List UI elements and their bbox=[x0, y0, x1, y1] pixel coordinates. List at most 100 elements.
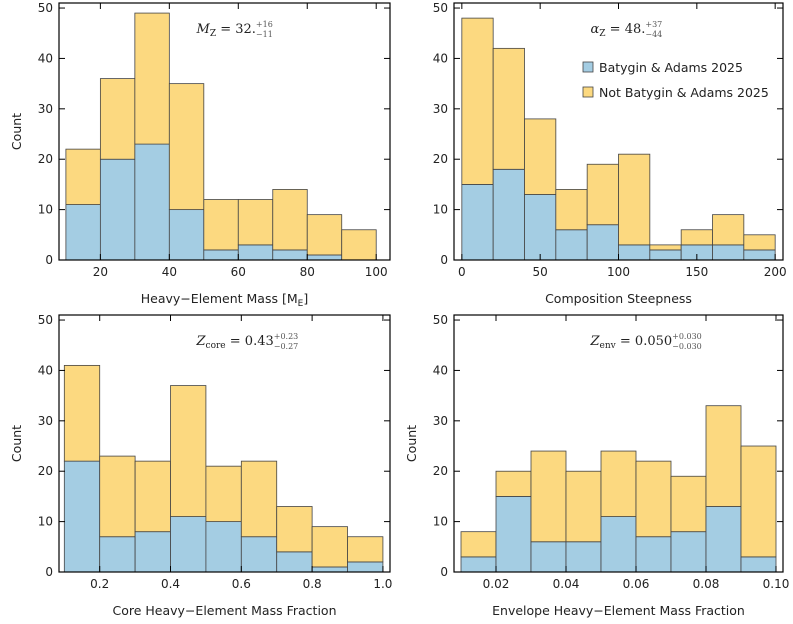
bar-not-batygin-adams bbox=[311, 526, 348, 568]
bar-not-batygin-adams bbox=[712, 214, 745, 246]
y-tick-label: 30 bbox=[433, 102, 448, 116]
legend-swatch-not-batygin-adams bbox=[582, 86, 594, 98]
x-tick-label: 0.06 bbox=[623, 577, 650, 591]
y-tick-label: 50 bbox=[433, 313, 448, 327]
plot-frame bbox=[58, 2, 391, 261]
bar-not-batygin-adams bbox=[65, 148, 101, 205]
bar-batygin-adams bbox=[203, 249, 239, 261]
y-tick-label: 40 bbox=[38, 51, 53, 65]
bar-not-batygin-adams bbox=[170, 385, 207, 517]
bar-not-batygin-adams bbox=[237, 199, 274, 246]
bar-not-batygin-adams bbox=[168, 83, 205, 211]
x-tick-label: 0.02 bbox=[483, 577, 510, 591]
bar-batygin-adams bbox=[524, 194, 557, 261]
bar-batygin-adams bbox=[649, 249, 682, 261]
y-tick-label: 30 bbox=[38, 414, 53, 428]
bar-not-batygin-adams bbox=[461, 17, 494, 185]
y-axis-title: Count bbox=[9, 113, 24, 150]
plot-frame bbox=[58, 314, 391, 573]
y-tick-label: 20 bbox=[38, 464, 53, 478]
bar-not-batygin-adams bbox=[205, 465, 242, 523]
bar-batygin-adams bbox=[460, 556, 497, 573]
bar-not-batygin-adams bbox=[586, 163, 619, 226]
bar-not-batygin-adams bbox=[743, 234, 776, 251]
legend-swatch-batygin-adams bbox=[582, 61, 594, 73]
bar-batygin-adams bbox=[712, 244, 745, 261]
y-tick-label: 10 bbox=[38, 203, 53, 217]
y-tick-label: 10 bbox=[433, 515, 448, 529]
y-tick-label: 20 bbox=[433, 152, 448, 166]
bar-batygin-adams bbox=[555, 229, 588, 261]
bar-batygin-adams bbox=[600, 516, 637, 573]
bar-batygin-adams bbox=[565, 541, 602, 573]
y-tick-label: 20 bbox=[433, 464, 448, 478]
x-tick-label: 0.10 bbox=[763, 577, 790, 591]
bar-not-batygin-adams bbox=[134, 12, 170, 145]
bar-batygin-adams bbox=[276, 551, 313, 573]
bar-not-batygin-adams bbox=[600, 450, 637, 517]
estimate-annotation: Zenv = 0.050+0.030 −0.030 bbox=[590, 332, 702, 351]
x-tick-label: 150 bbox=[685, 265, 708, 279]
bar-not-batygin-adams bbox=[203, 199, 239, 251]
panel-2: 0 50 100 150 200 0 10 20 30 40 50 Composition Steep… bbox=[433, 1, 787, 306]
x-tick-label: 1.0 bbox=[373, 577, 392, 591]
bar-batygin-adams bbox=[635, 536, 672, 573]
x-tick-label: 200 bbox=[764, 265, 787, 279]
bar-not-batygin-adams bbox=[705, 405, 742, 507]
x-tick-label: 100 bbox=[365, 265, 388, 279]
y-tick-label: 40 bbox=[433, 363, 448, 377]
bar-batygin-adams bbox=[99, 536, 136, 573]
y-tick-label: 50 bbox=[38, 313, 53, 327]
bar-not-batygin-adams bbox=[492, 47, 525, 170]
bar-batygin-adams bbox=[168, 209, 205, 261]
bar-batygin-adams bbox=[170, 516, 207, 573]
bar-batygin-adams bbox=[347, 561, 384, 573]
bar-batygin-adams bbox=[272, 249, 308, 261]
x-tick-label: 100 bbox=[607, 265, 630, 279]
x-tick-label: 0.2 bbox=[90, 577, 109, 591]
bar-batygin-adams bbox=[586, 224, 619, 261]
bar-batygin-adams bbox=[134, 143, 170, 261]
bar-batygin-adams bbox=[743, 249, 776, 261]
bar-not-batygin-adams bbox=[530, 450, 567, 543]
bar-batygin-adams bbox=[311, 566, 348, 573]
bar-batygin-adams bbox=[237, 244, 274, 261]
x-tick-label: 0.8 bbox=[303, 577, 322, 591]
x-axis-title: Heavy−Element Mass [ME] bbox=[141, 291, 308, 309]
bar-batygin-adams bbox=[492, 168, 525, 261]
bar-batygin-adams bbox=[134, 531, 171, 573]
x-axis-title: Core Heavy−Element Mass Fraction bbox=[113, 603, 337, 618]
y-tick-label: 40 bbox=[38, 363, 53, 377]
bar-not-batygin-adams bbox=[341, 229, 377, 261]
bar-batygin-adams bbox=[495, 496, 532, 573]
bar-not-batygin-adams bbox=[460, 531, 497, 558]
plot-frame bbox=[453, 314, 784, 573]
bar-batygin-adams bbox=[205, 521, 242, 573]
x-tick-label: 40 bbox=[162, 265, 177, 279]
x-tick-label: 0.04 bbox=[553, 577, 580, 591]
panel-3: 0.2 0.4 0.6 0.8 1.0 0 10 20 30 40 50 Core Heavy−Ele… bbox=[9, 313, 392, 618]
x-tick-label: 60 bbox=[231, 265, 246, 279]
y-tick-label: 20 bbox=[38, 152, 53, 166]
x-tick-label: 0.4 bbox=[161, 577, 180, 591]
y-axis-title: Count bbox=[9, 425, 24, 462]
panel-4: 0.02 0.04 0.06 0.08 0.10 0 10 20 30 40 50 Envelope … bbox=[404, 313, 789, 618]
x-tick-label: 80 bbox=[300, 265, 315, 279]
bar-batygin-adams bbox=[705, 506, 742, 573]
bar-not-batygin-adams bbox=[240, 460, 278, 538]
x-tick-label: 0.6 bbox=[232, 577, 251, 591]
legend-label-not-batygin-adams: Not Batygin & Adams 2025 bbox=[599, 85, 769, 100]
x-axis-title: Envelope Heavy−Element Mass Fraction bbox=[492, 603, 745, 618]
bar-not-batygin-adams bbox=[635, 460, 672, 538]
y-axis-title: Count bbox=[404, 425, 419, 462]
y-tick-label: 40 bbox=[433, 51, 448, 65]
legend-label-batygin-adams: Batygin & Adams 2025 bbox=[599, 60, 743, 75]
y-tick-label: 10 bbox=[433, 203, 448, 217]
y-tick-label: 50 bbox=[433, 1, 448, 15]
bar-not-batygin-adams bbox=[680, 229, 713, 246]
x-tick-label: 0 bbox=[458, 265, 466, 279]
bar-not-batygin-adams bbox=[306, 214, 343, 256]
x-axis-title: Composition Steepness bbox=[545, 291, 692, 306]
estimate-annotation: αZ = 48.+37 −44 bbox=[591, 20, 663, 39]
